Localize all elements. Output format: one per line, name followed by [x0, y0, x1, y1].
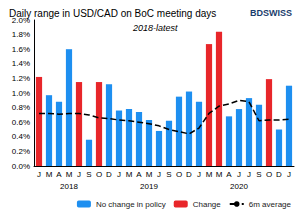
svg-text:0.6%: 0.6% — [12, 118, 30, 127]
svg-text:J: J — [247, 170, 251, 179]
svg-text:D: D — [276, 170, 282, 179]
svg-text:J: J — [287, 170, 291, 179]
svg-text:M: M — [206, 170, 213, 179]
svg-text:1.4%: 1.4% — [12, 59, 30, 68]
svg-text:No change in policy: No change in policy — [96, 200, 166, 209]
svg-text:J: J — [157, 170, 161, 179]
svg-text:M: M — [146, 170, 153, 179]
svg-text:A: A — [56, 170, 62, 179]
svg-text:Daily range in USD/CAD on BoC: Daily range in USD/CAD on BoC meeting da… — [9, 8, 216, 19]
svg-text:J: J — [197, 170, 201, 179]
svg-text:D: D — [106, 170, 112, 179]
svg-text:2020: 2020 — [230, 182, 248, 191]
svg-text:M: M — [126, 170, 133, 179]
svg-text:1.2%: 1.2% — [12, 74, 30, 83]
svg-text:S: S — [256, 170, 261, 179]
svg-text:M: M — [46, 170, 53, 179]
svg-text:J: J — [37, 170, 41, 179]
svg-text:O: O — [266, 170, 272, 179]
svg-text:A: A — [136, 170, 142, 179]
svg-text:Change: Change — [193, 200, 222, 209]
svg-text:0.8%: 0.8% — [12, 103, 30, 112]
svg-text:2018-latest: 2018-latest — [132, 23, 178, 33]
svg-text:2018: 2018 — [60, 182, 78, 191]
svg-text:BDSWISS: BDSWISS — [250, 8, 292, 18]
svg-text:S: S — [166, 170, 171, 179]
svg-text:O: O — [96, 170, 102, 179]
svg-text:J: J — [117, 170, 121, 179]
svg-text:A: A — [226, 170, 232, 179]
svg-text:2019: 2019 — [140, 182, 158, 191]
svg-text:6m average: 6m average — [249, 200, 292, 209]
svg-text:S: S — [86, 170, 91, 179]
svg-text:0.2%: 0.2% — [12, 147, 30, 156]
svg-text:1.0%: 1.0% — [12, 89, 30, 98]
svg-text:D: D — [186, 170, 192, 179]
svg-text:0.4%: 0.4% — [12, 132, 30, 141]
svg-text:0.0%: 0.0% — [12, 162, 30, 171]
svg-text:1.6%: 1.6% — [12, 45, 30, 54]
svg-text:O: O — [176, 170, 182, 179]
svg-text:J: J — [77, 170, 81, 179]
svg-text:M: M — [66, 170, 73, 179]
svg-text:2.0%: 2.0% — [11, 15, 30, 25]
svg-text:J: J — [237, 170, 241, 179]
svg-text:1.8%: 1.8% — [12, 30, 30, 39]
svg-text:M: M — [216, 170, 223, 179]
